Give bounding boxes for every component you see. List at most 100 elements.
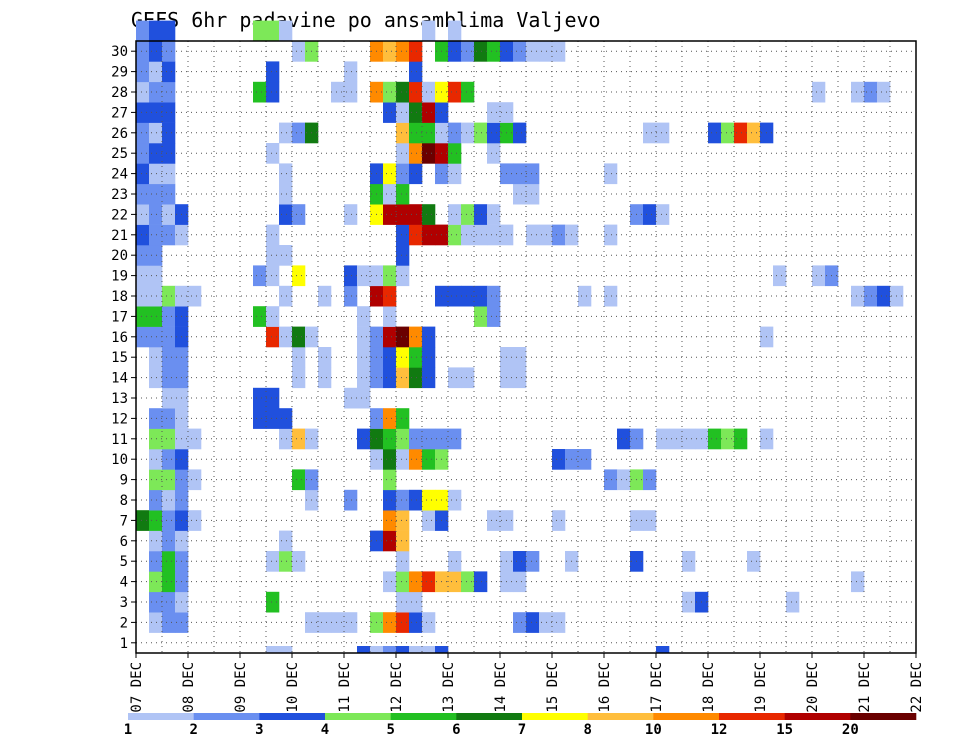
heatmap-cell [279,530,293,552]
heatmap-cell [396,143,410,164]
heatmap-cell [812,81,826,103]
heatmap-cell [149,489,163,511]
heatmap-cell [617,428,631,450]
heatmap-cell [136,306,150,327]
heatmap-cell [734,122,748,144]
heatmap-cell [461,367,475,389]
heatmap-cell [734,428,748,450]
heatmap-cell [279,428,293,450]
heatmap-cell [513,183,527,205]
heatmap-cell [136,61,150,83]
heatmap-cell [188,469,202,491]
heatmap-cell [656,428,670,450]
colorbar-label: 6 [452,722,460,738]
heatmap-cell [162,306,176,327]
heatmap-cell [396,245,410,266]
heatmap-cell [383,163,397,185]
heatmap-cell [383,102,397,123]
heatmap-cell [513,612,527,633]
heatmap-cell [383,326,397,348]
heatmap-cell [422,224,436,246]
heatmap-cell [357,265,371,287]
heatmap-cell [149,530,163,552]
heatmap-cell [292,551,306,572]
heatmap-cell [396,102,410,123]
heatmap-cell [266,245,280,266]
heatmap-cell [279,163,293,185]
colorbar-label: 4 [321,722,329,738]
heatmap-cell [162,530,176,552]
heatmap-cell [487,41,501,62]
heatmap-cell [643,204,657,225]
heatmap-cell [396,612,410,633]
heatmap-cell [682,591,696,613]
colorbar-label: 10 [645,722,662,738]
grid-lines [136,41,916,653]
heatmap-cell [409,612,423,633]
heatmap-cell [422,102,436,123]
y-tick-label: 7 [120,513,128,529]
axis-ticks [131,50,917,658]
heatmap-cell [513,571,527,593]
heatmap-cell [396,163,410,185]
heatmap-cell [162,551,176,572]
heatmap-cell [383,367,397,389]
heatmap-cell [409,163,423,185]
colorbar-label: 5 [386,722,394,738]
heatmap-cell [162,408,176,429]
heatmap-cell [136,102,150,123]
heatmap-cell [357,367,371,389]
heatmap-cell [162,20,176,42]
heatmap-cell [318,285,332,307]
heatmap-cell [526,224,540,246]
plot-frame [135,40,917,654]
heatmap-cell [877,81,891,103]
heatmap-cell [409,102,423,123]
heatmap-cell [344,612,358,633]
heatmap-cell [422,81,436,103]
heatmap-cell [747,122,761,144]
heatmap-cell [162,612,176,633]
heatmap-cell [162,326,176,348]
y-tick-label: 28 [111,85,128,101]
heatmap-cell [539,612,553,633]
heatmap-cell [162,81,176,103]
heatmap-cell [448,122,462,144]
y-tick-label: 9 [120,473,128,489]
heatmap-cell [357,646,371,654]
heatmap-cell [864,81,878,103]
colorbar-swatch [193,713,260,720]
heatmap-cell [604,163,618,185]
heatmap-cell [422,367,436,389]
heatmap-cell [162,61,176,83]
y-tick-label: 4 [120,575,128,591]
heatmap-cell [422,347,436,368]
heatmap-cell [136,245,150,266]
heatmap-cell [513,367,527,389]
heatmap-cell [474,122,488,144]
heatmap-cell [396,571,410,593]
heatmap-cell [383,530,397,552]
heatmap-cell [396,646,410,654]
colorbar-swatch [719,713,785,720]
y-tick-label: 12 [111,411,128,427]
heatmap-cell [149,41,163,62]
heatmap-cell [396,265,410,287]
heatmap-cell [721,122,735,144]
heatmap-cell [396,530,410,552]
heatmap-cell [409,428,423,450]
heatmap-cell [851,285,865,307]
heatmap-cell [292,469,306,491]
colorbar-label: 20 [842,722,859,738]
heatmap-cell [292,367,306,389]
heatmap-cell [396,122,410,144]
heatmap-cell [149,245,163,266]
heatmap-cell [513,347,527,368]
heatmap-cell [344,387,358,409]
heatmap-cell [383,285,397,307]
heatmap-cell [448,163,462,185]
heatmap-cell [149,224,163,246]
heatmap-cell [396,41,410,62]
x-tick-label: 08 DEC [181,662,197,713]
heatmap-cell [292,122,306,144]
